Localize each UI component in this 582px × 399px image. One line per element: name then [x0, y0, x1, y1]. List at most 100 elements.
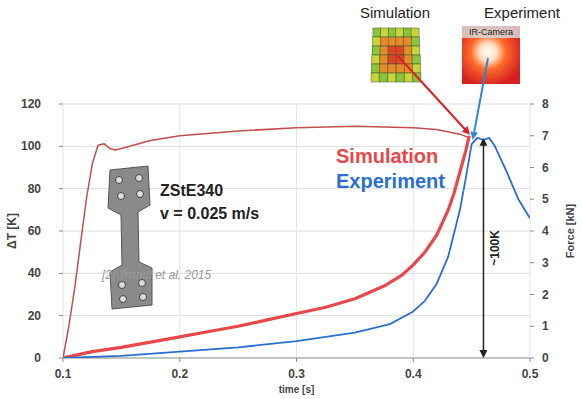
tick	[530, 326, 534, 327]
y-tick-label: 100	[21, 139, 41, 153]
tick	[59, 273, 63, 274]
dimension-arrow	[483, 142, 485, 354]
specimen-hole	[118, 193, 125, 200]
specimen-shape	[108, 166, 152, 309]
y-axis-label: ΔT [K]	[5, 213, 19, 249]
tick	[59, 315, 63, 316]
pointer-arrow	[398, 56, 467, 132]
y-tick-label: 80	[28, 182, 42, 196]
specimen-hole	[140, 294, 147, 301]
inset-title: Experiment	[484, 4, 561, 21]
specimen-hole	[119, 282, 126, 289]
mesh-cell	[379, 73, 387, 82]
y2-tick-label: 0	[542, 351, 549, 365]
ir-frame	[462, 26, 520, 84]
mesh-cell	[396, 46, 404, 55]
mesh-cell	[388, 37, 396, 46]
annotation: v = 0.025 m/s	[160, 205, 259, 222]
y2-tick-label: 4	[542, 224, 549, 238]
y2-tick-label: 2	[542, 288, 549, 302]
x-tick-label: 0.5	[522, 367, 539, 381]
tick	[413, 358, 414, 362]
x-tick-label: 0.3	[288, 367, 305, 381]
mesh-cell	[380, 46, 388, 55]
series-line	[63, 138, 530, 358]
tick	[530, 358, 534, 359]
mesh-cell	[404, 46, 412, 55]
y2-tick-label: 5	[542, 192, 549, 206]
mesh-cell	[405, 73, 413, 82]
mesh-cell	[411, 28, 419, 37]
tick	[59, 188, 63, 189]
annotation: ~100K	[488, 230, 502, 266]
mesh-cell	[396, 28, 404, 37]
tick	[530, 104, 534, 105]
mesh-cell	[373, 28, 381, 37]
mesh-cell	[380, 64, 388, 73]
tick	[530, 262, 534, 263]
mesh-cell	[371, 73, 379, 82]
y2-tick-label: 3	[542, 256, 549, 270]
mesh-cell	[412, 55, 420, 64]
specimen-hole	[116, 177, 123, 184]
tick	[59, 358, 63, 359]
specimen-icon	[108, 166, 152, 309]
annotation: ZStE340	[160, 182, 223, 199]
x-tick-label: 0.4	[405, 367, 422, 381]
ir-image	[462, 26, 520, 84]
y2-tick-label: 7	[542, 129, 549, 143]
y-tick-label: 60	[28, 224, 42, 238]
inset-label: IR-Camera	[469, 27, 513, 37]
tick	[296, 358, 297, 362]
mesh-cell	[412, 46, 420, 55]
mesh-cell	[403, 28, 411, 37]
mesh-cell	[411, 37, 419, 46]
mesh-cell	[388, 73, 396, 82]
specimen-hole	[136, 175, 143, 182]
series-line	[63, 136, 469, 358]
y-tick-label: 20	[28, 309, 42, 323]
tick	[530, 231, 534, 232]
specimen-hole	[120, 296, 127, 303]
tick	[59, 231, 63, 232]
x-tick-label: 0.1	[55, 367, 72, 381]
x-tick-label: 0.2	[171, 367, 188, 381]
y-tick-label: 120	[21, 97, 41, 111]
mesh-cell	[371, 64, 379, 73]
mesh-cell	[372, 46, 380, 55]
chart: 0204060801001200123456780.10.20.30.40.5Δ…	[0, 0, 582, 399]
mesh-cell	[388, 64, 396, 73]
y2-tick-label: 1	[542, 319, 549, 333]
mesh-cell	[396, 73, 404, 82]
mesh-cell	[413, 64, 421, 73]
y2-tick-label: 6	[542, 161, 549, 175]
legend-entry: Experiment	[336, 170, 445, 192]
mesh-cell	[373, 37, 381, 46]
tick	[59, 146, 63, 147]
grid-line	[179, 104, 180, 358]
grid-line	[413, 104, 414, 358]
citation: [2] Trondl et al. 2015	[101, 268, 212, 282]
mesh-cell	[404, 37, 412, 46]
y-tick-label: 0	[34, 351, 41, 365]
mesh-cell	[372, 55, 380, 64]
plot-area	[63, 126, 530, 358]
legend-entry: Simulation	[336, 145, 438, 167]
pointer-arrow	[473, 58, 488, 136]
ir-label-band	[462, 26, 520, 38]
mesh-cell	[380, 55, 388, 64]
mesh-cell	[388, 55, 396, 64]
mesh-cell	[380, 37, 388, 46]
x-axis-label: time [s]	[279, 384, 315, 395]
y2-axis-label: Force [kN]	[564, 203, 576, 258]
mesh-cell	[381, 28, 389, 37]
tick	[179, 358, 180, 362]
y-tick-label: 40	[28, 266, 42, 280]
tick	[530, 294, 534, 295]
mesh-cell	[396, 64, 404, 73]
tick	[530, 167, 534, 168]
grid-line	[296, 104, 297, 358]
tick	[530, 135, 534, 136]
mesh-cell	[388, 46, 396, 55]
mesh-cell	[396, 37, 404, 46]
